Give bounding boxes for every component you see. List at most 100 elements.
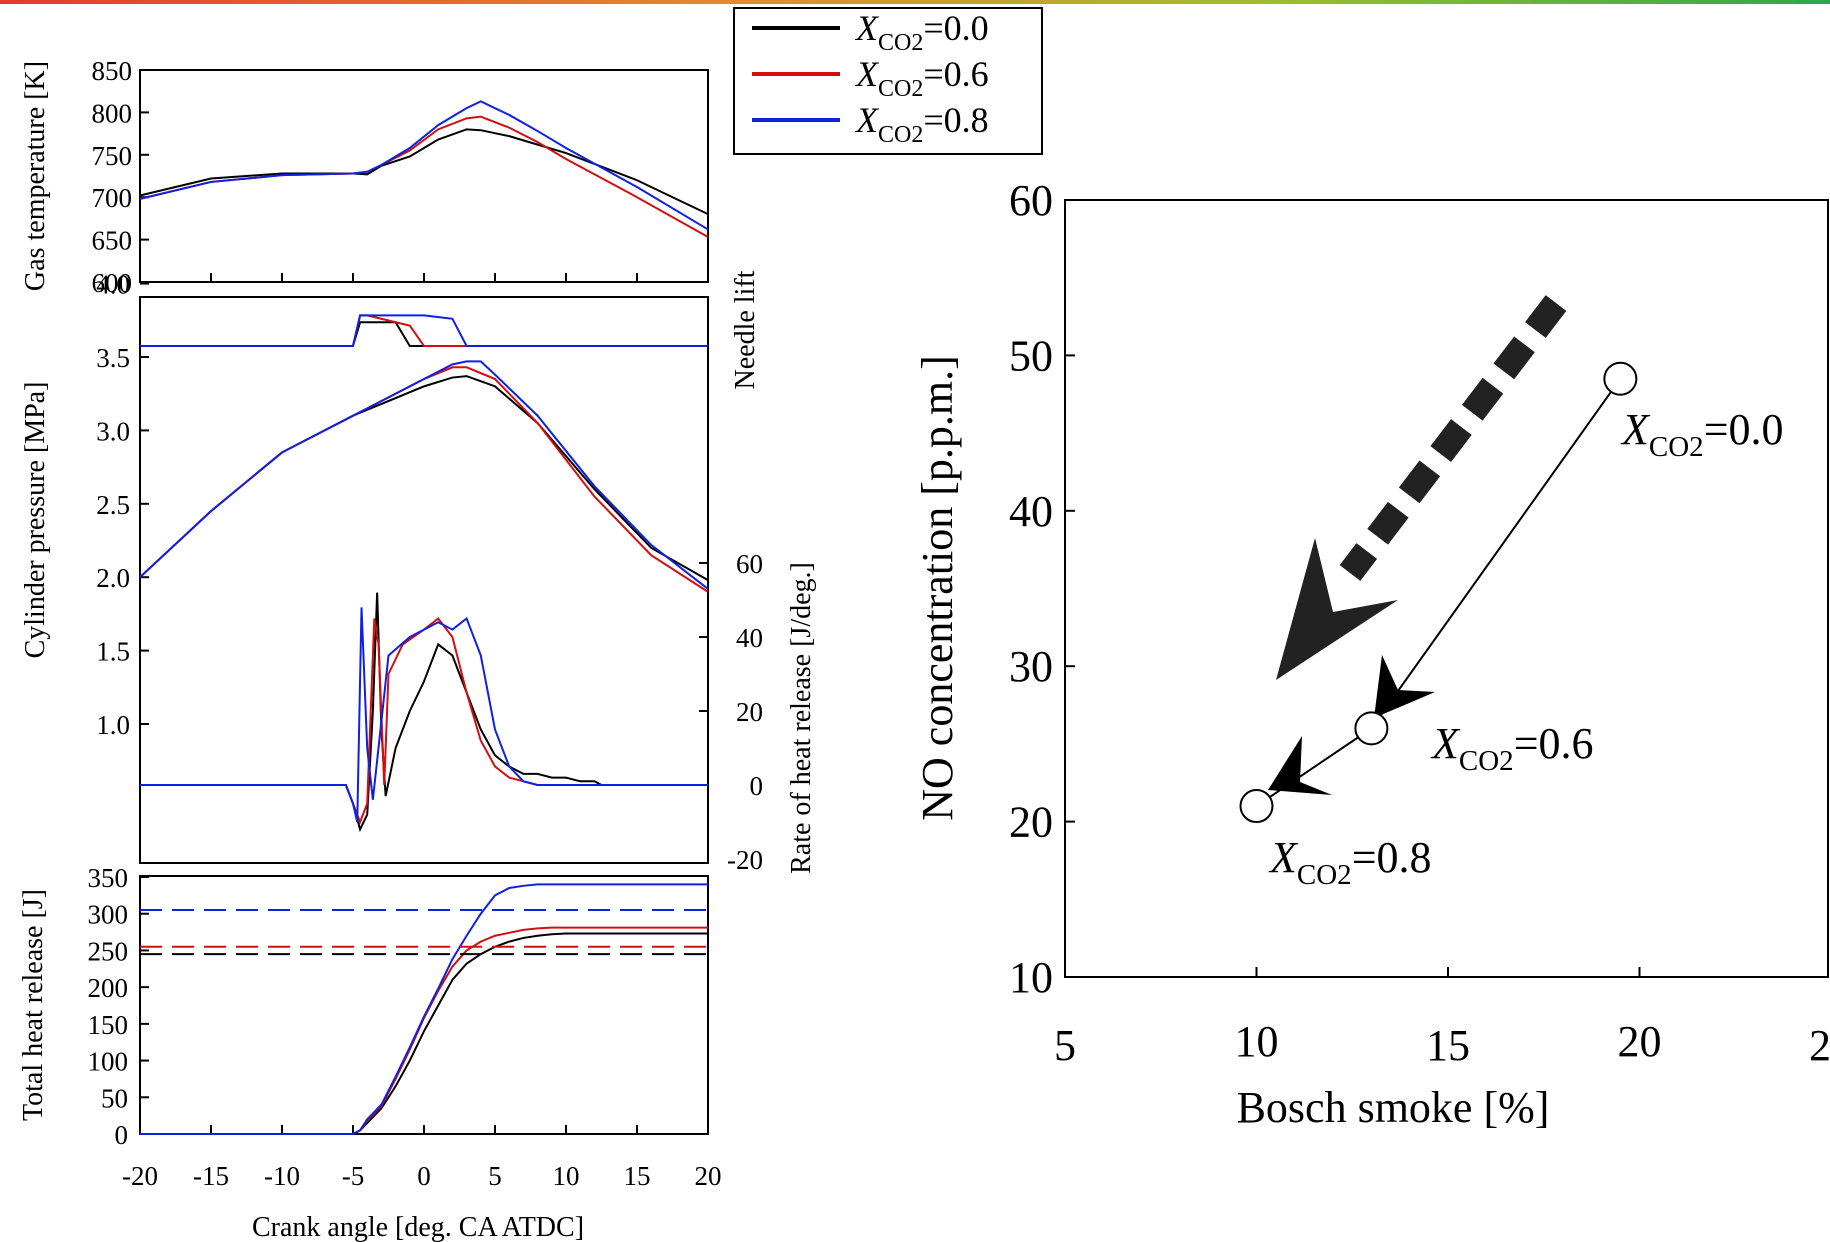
total-heat-ytick-label: 350 (88, 863, 129, 893)
legend-label-0-eq: =0.0 (923, 8, 988, 48)
scatter-xtick-label: 5 (1054, 1021, 1076, 1070)
total-heat-xtick-label: -5 (342, 1161, 365, 1191)
scatter-connector-1 (1255, 727, 1372, 807)
scatter-point-label-0-base: X (1620, 405, 1651, 454)
total-heat-xtick-label: 0 (417, 1161, 431, 1191)
pressure-ytick-label: 1.0 (96, 710, 130, 740)
scatter-arrowhead-0 (1374, 655, 1435, 718)
scatter-x-axis-label: Bosch smoke [%] (1237, 1083, 1550, 1132)
needle-lift-line-1 (140, 314, 708, 347)
total-heat-ytick-label: 200 (88, 973, 129, 1003)
scatter-point-label-1-eq: =0.6 (1514, 719, 1594, 768)
total-heat-ytick-label: 50 (101, 1083, 128, 1113)
gas-temp-line-0 (139, 128, 709, 216)
legend-label-0-base: X (854, 8, 880, 48)
scatter-xtick-label: 15 (1426, 1021, 1470, 1070)
scatter-xtick-label: 10 (1235, 1017, 1279, 1066)
legend-label-1-eq: =0.6 (923, 54, 988, 94)
pressure-ytick-label: 3.0 (96, 416, 130, 446)
scatter-ytick-label: 20 (1009, 798, 1053, 847)
scatter-ytick-label: 10 (1009, 953, 1053, 1002)
scatter-point-2 (1239, 789, 1274, 824)
total-heat-xtick-label: 20 (695, 1161, 722, 1191)
pressure-ytick-label: 3.5 (96, 343, 130, 373)
total-heat-xtick-label: 10 (553, 1161, 580, 1191)
scatter-point-label-2-eq: =0.8 (1352, 833, 1432, 882)
pressure-line-0 (139, 375, 709, 582)
pressure-ytick-label: 2.5 (96, 490, 130, 520)
gas-temp-ytick-label: 600 (92, 268, 133, 298)
rohr-line-0 (140, 592, 708, 833)
scatter-point-label-2: XCO2=0.8 (1268, 833, 1432, 891)
total-heat-line-2 (140, 883, 708, 1135)
legend-label-2-eq: =0.8 (923, 100, 988, 140)
gas-temp-ytick-label: 800 (92, 98, 133, 128)
pressure-ytick-label: 1.5 (96, 637, 130, 667)
rohr-ytick-label: 0 (750, 771, 764, 801)
scatter-xtick-label: 25 (1809, 1021, 1830, 1070)
total-heat-axis-label: Total heat release [J] (18, 889, 49, 1121)
scatter-point-label-1-base: X (1430, 719, 1461, 768)
scatter-xtick-label: 20 (1618, 1017, 1662, 1066)
needle-lift-line-0 (140, 321, 708, 347)
rohr-ytick-label: 40 (736, 623, 763, 653)
scatter-arrowhead-1 (1268, 736, 1332, 795)
rohr-ytick-label: 60 (736, 549, 763, 579)
total-heat-ytick-label: 0 (115, 1120, 129, 1150)
rohr-line-1 (140, 617, 708, 825)
pressure-ytick-label: 4.0 (96, 270, 130, 300)
scatter-point-label-0-sub: CO2 (1649, 431, 1704, 463)
scatter-y-axis-label: NO concentration [p.p.m.] (913, 355, 962, 821)
gas-temp-ytick-label: 650 (92, 226, 133, 256)
total-heat-ytick-label: 300 (88, 900, 129, 930)
gas-temp-axis-label: Gas temperature [K] (20, 61, 51, 291)
scatter-point-label-2-base: X (1268, 833, 1299, 882)
total-heat-ytick-label: 150 (88, 1010, 129, 1040)
needle-lift-line-2 (140, 314, 708, 347)
total-heat-xtick-label: -15 (193, 1161, 229, 1191)
scatter-point-label-0-eq: =0.0 (1704, 405, 1784, 454)
rohr-ytick-label: 20 (736, 697, 763, 727)
total-heat-ytick-label: 100 (88, 1047, 129, 1077)
crank-angle-axis-label: Crank angle [deg. CA ATDC] (252, 1212, 584, 1242)
scatter-point-label-1: XCO2=0.6 (1430, 719, 1594, 777)
total-heat-xtick-label: 15 (624, 1161, 651, 1191)
rohr-line-2 (140, 607, 708, 823)
legend-label-2: XCO2=0.8 (854, 100, 989, 148)
legend-label-1-sub: CO2 (878, 76, 923, 102)
scatter-connector-0 (1370, 378, 1622, 729)
legend-label-2-sub: CO2 (878, 122, 923, 148)
pressure-line-1 (139, 366, 709, 593)
scatter-ytick-label: 60 (1009, 176, 1053, 225)
total-heat-line-0 (140, 932, 708, 1135)
pressure-axis-label: Cylinder pressure [MPa] (20, 382, 51, 659)
top-accent-bar (0, 0, 1830, 4)
rohr-ytick-label: -20 (727, 845, 763, 875)
total-heat-xtick-label: 5 (488, 1161, 502, 1191)
total-heat-ytick-label: 250 (88, 936, 129, 966)
scatter-point-1 (1354, 711, 1389, 746)
pressure-ytick-label: 2.0 (96, 563, 130, 593)
legend-box (733, 7, 1043, 155)
needle-lift-axis-label: Needle lift (730, 270, 761, 389)
pressure-line-2 (139, 360, 709, 590)
scatter-point-label-1-sub: CO2 (1459, 745, 1514, 777)
rohr-axis-label: Rate of heat release [J/deg.] (786, 562, 817, 874)
gas-temp-panel-frame (139, 69, 709, 283)
scatter-point-label-2-sub: CO2 (1297, 859, 1352, 891)
legend-label-0-sub: CO2 (878, 30, 923, 56)
scatter-ytick-label: 50 (1009, 331, 1053, 380)
pressure-panel-frame (139, 296, 709, 864)
total-heat-panel-frame (139, 875, 709, 1135)
legend-label-2-base: X (854, 100, 880, 140)
scatter-frame (1064, 199, 1829, 978)
trend-arrow-head (1276, 538, 1398, 680)
gas-temp-line-2 (139, 100, 709, 231)
gas-temp-ytick-label: 700 (92, 183, 133, 213)
total-heat-xtick-label: -10 (264, 1161, 300, 1191)
legend-label-0: XCO2=0.0 (854, 8, 989, 56)
scatter-point-label-0: XCO2=0.0 (1620, 405, 1784, 463)
total-heat-xtick-label: -20 (122, 1161, 158, 1191)
scatter-point-0 (1603, 361, 1638, 396)
